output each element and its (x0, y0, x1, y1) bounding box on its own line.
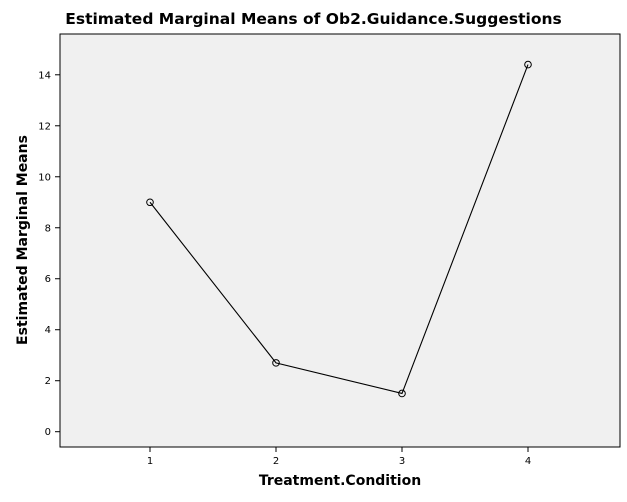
data-point (524, 60, 532, 69)
y-axis-title: Estimated Marginal Means (15, 135, 31, 345)
data-point (398, 389, 406, 398)
y-axis: 0 2 4 6 8 10 12 14 (38, 70, 60, 438)
chart-title: Estimated Marginal Means of Ob2.Guidance… (65, 10, 562, 28)
x-axis-title: Treatment.Condition (259, 473, 421, 489)
x-axis: 1 2 3 4 (147, 447, 531, 467)
y-tick-label: 12 (38, 121, 51, 132)
y-tick-label: 2 (45, 376, 51, 387)
data-markers (146, 60, 532, 398)
data-point (146, 198, 154, 207)
y-tick-label: 4 (45, 325, 51, 336)
y-tick-label: 0 (45, 427, 51, 438)
series-line (149, 64, 529, 395)
y-tick-label: 6 (45, 274, 51, 285)
plot-area (59, 33, 621, 448)
x-tick-label: 4 (525, 456, 531, 467)
y-tick-label: 10 (38, 172, 51, 183)
y-tick-label: 14 (38, 70, 51, 81)
data-point (272, 359, 280, 367)
x-tick-label: 3 (399, 456, 405, 467)
y-tick-label: 8 (45, 223, 51, 234)
x-tick-label: 2 (273, 456, 279, 467)
x-tick-label: 1 (147, 456, 153, 467)
